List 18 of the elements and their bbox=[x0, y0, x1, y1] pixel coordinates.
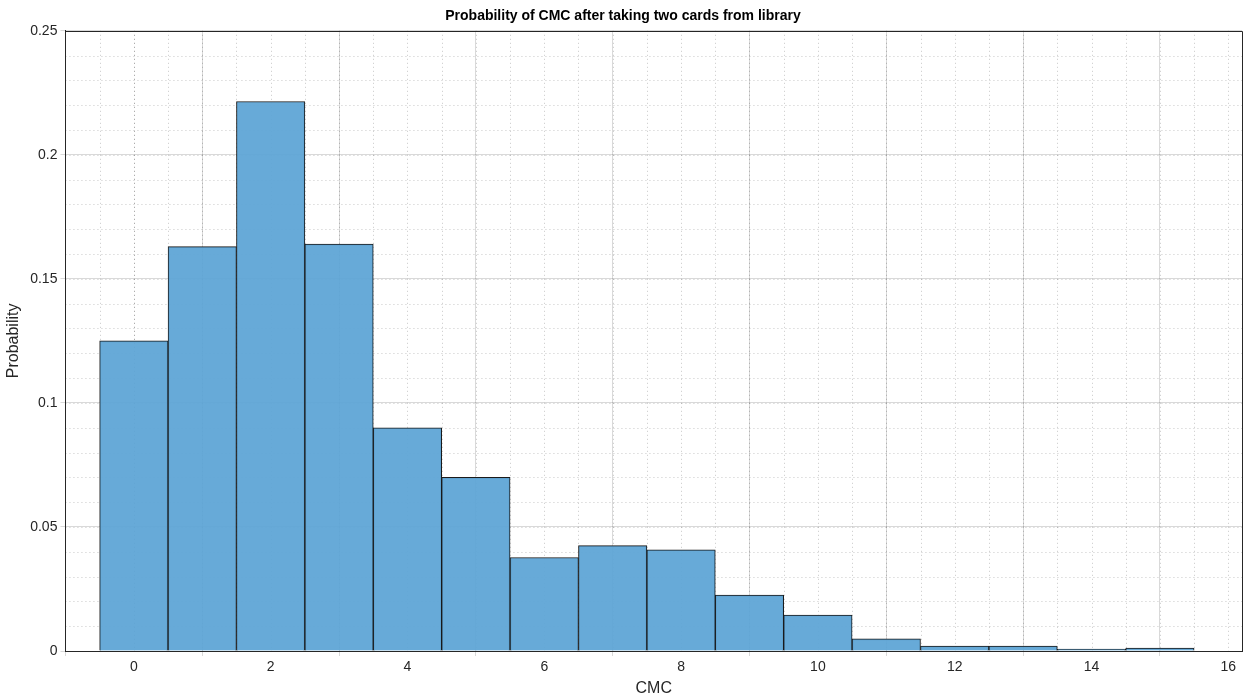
y-tick-label: 0.1 bbox=[37, 393, 58, 410]
x-tick-label: 6 bbox=[540, 658, 549, 675]
y-tick-label: 0 bbox=[49, 641, 58, 658]
x-tick-label: 16 bbox=[1220, 658, 1237, 675]
x-tick-label: 8 bbox=[677, 658, 686, 675]
x-tick-label: 10 bbox=[810, 658, 826, 675]
y-axis-title: Probability bbox=[4, 303, 22, 379]
y-tick-label: 0.2 bbox=[37, 145, 58, 162]
x-axis-title: CMC bbox=[635, 678, 672, 696]
chart-title: Probability of CMC after taking two cards from library bbox=[445, 7, 801, 24]
y-tick-label: 0.15 bbox=[30, 269, 58, 286]
y-tick-label: 0.05 bbox=[30, 517, 58, 534]
x-tick-label: 14 bbox=[1083, 658, 1100, 675]
x-tick-label: 0 bbox=[129, 658, 138, 675]
y-tick-label: 0.25 bbox=[30, 21, 58, 38]
x-tick-label: 4 bbox=[403, 658, 412, 675]
x-tick-label: 12 bbox=[946, 658, 963, 675]
x-tick-label: 2 bbox=[266, 658, 275, 675]
